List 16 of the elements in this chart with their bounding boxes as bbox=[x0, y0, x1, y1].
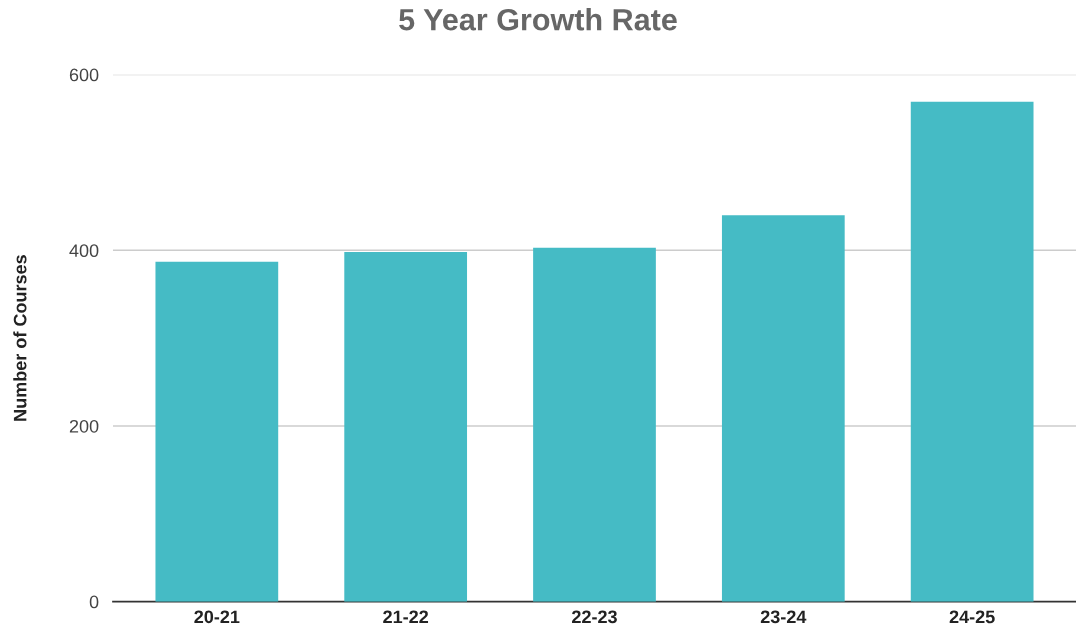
y-tick-label: 0 bbox=[89, 595, 99, 609]
bar bbox=[155, 261, 279, 602]
y-tick-label: 400 bbox=[69, 244, 99, 258]
bar bbox=[721, 215, 845, 602]
y-tick-label: 200 bbox=[69, 419, 99, 433]
bar bbox=[910, 101, 1034, 602]
y-tick-label: 600 bbox=[69, 68, 99, 82]
x-tick-label: 21-22 bbox=[383, 610, 429, 624]
x-tick-label: 24-25 bbox=[949, 610, 995, 624]
x-tick-label: 20-21 bbox=[194, 610, 240, 624]
x-tick-label: 23-24 bbox=[760, 610, 807, 624]
x-tick-label: 22-23 bbox=[572, 610, 617, 624]
chart-title: 5 Year Growth Rate bbox=[399, 8, 677, 31]
y-axis-title: Number of Courses bbox=[13, 255, 27, 421]
bar bbox=[533, 247, 656, 602]
bar bbox=[344, 252, 468, 602]
